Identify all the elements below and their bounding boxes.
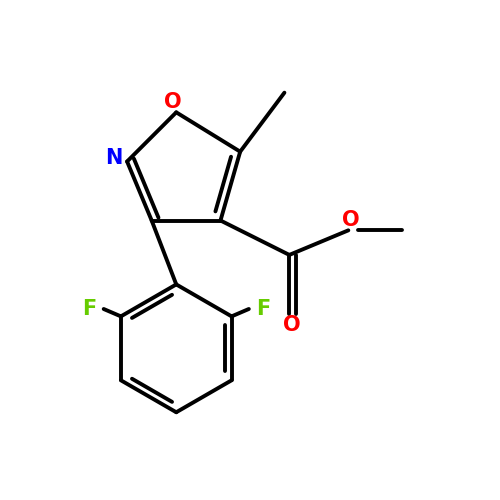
Text: F: F bbox=[82, 299, 96, 319]
Text: F: F bbox=[256, 299, 270, 319]
Text: O: O bbox=[283, 314, 300, 334]
Text: O: O bbox=[342, 210, 359, 230]
Text: N: N bbox=[104, 148, 122, 168]
Text: O: O bbox=[164, 92, 181, 112]
